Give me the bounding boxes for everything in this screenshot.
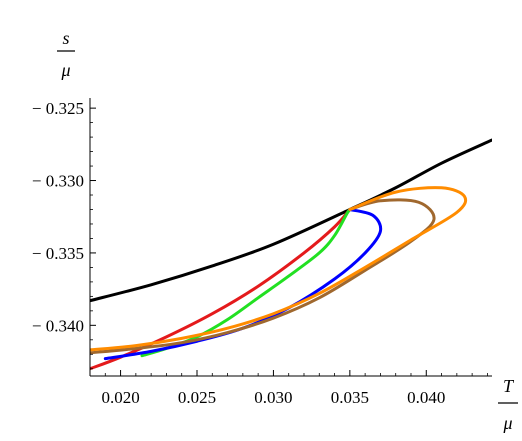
x-axis-label-denominator: μ bbox=[502, 413, 512, 433]
x-tick-label-3: 0.035 bbox=[331, 388, 369, 407]
x-axis-label-numerator: T bbox=[503, 376, 515, 396]
series-line-0 bbox=[90, 138, 492, 303]
series-line-3 bbox=[103, 207, 383, 361]
plot-area bbox=[90, 138, 492, 371]
y-axis-label: s μ bbox=[57, 28, 75, 80]
ticks: 0.020 0.025 0.030 0.035 0.040 − 0.325 − 0.330 −… bbox=[32, 99, 488, 407]
series-line-1 bbox=[90, 207, 352, 371]
x-tick-label-2: 0.030 bbox=[254, 388, 292, 407]
series-line-4 bbox=[90, 198, 436, 355]
x-tick-label-1: 0.025 bbox=[178, 388, 216, 407]
x-axis-label: T μ bbox=[498, 376, 518, 433]
y-tick-label-1: − 0.330 bbox=[32, 172, 84, 191]
series-line-5 bbox=[90, 186, 468, 352]
x-tick-label-4: 0.040 bbox=[407, 388, 445, 407]
y-tick-label-0: − 0.325 bbox=[32, 99, 84, 118]
x-tick-label-0: 0.020 bbox=[101, 388, 139, 407]
axes bbox=[89, 98, 492, 377]
y-axis-label-denominator: μ bbox=[60, 60, 70, 80]
y-axis-label-numerator: s bbox=[62, 28, 69, 48]
y-tick-label-3: − 0.340 bbox=[32, 316, 84, 335]
y-tick-label-2: − 0.335 bbox=[32, 244, 84, 263]
